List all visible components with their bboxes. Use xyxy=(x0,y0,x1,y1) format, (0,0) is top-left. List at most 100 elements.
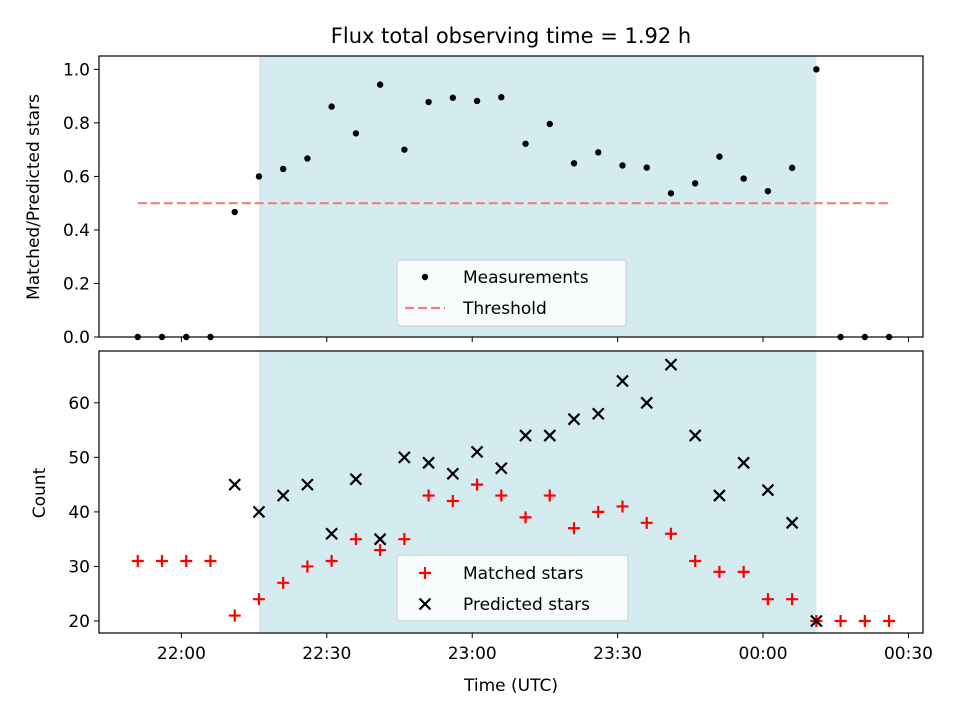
measurement-point xyxy=(570,160,578,167)
matched-star-point xyxy=(495,489,508,502)
predicted-star-point xyxy=(737,456,750,470)
matched-star-point xyxy=(858,615,871,627)
predicted-star-point xyxy=(810,614,823,628)
measurement-point xyxy=(788,164,796,172)
predicted-star-point xyxy=(543,429,557,442)
measurement-point xyxy=(376,81,384,88)
matched-star-point xyxy=(252,593,265,606)
measurement-point xyxy=(425,98,432,106)
matched-star-point xyxy=(204,555,217,567)
matched-star-point xyxy=(689,555,702,567)
y-tick-label: 0.2 xyxy=(63,274,90,294)
measurement-point xyxy=(231,208,238,216)
y-tick-label: 0.8 xyxy=(63,114,90,134)
measurement-point xyxy=(813,66,820,73)
predicted-star-point xyxy=(785,516,799,530)
y-tick-label: 1.0 xyxy=(63,60,90,80)
predicted-star-point xyxy=(591,407,605,421)
y-tick-label: 0.4 xyxy=(63,221,90,241)
matched-star-point xyxy=(228,609,241,622)
matched-star-point xyxy=(446,495,459,507)
legend-predicted-label: Predicted stars xyxy=(463,595,590,615)
predicted-star-point xyxy=(664,358,678,371)
matched-star-point xyxy=(131,555,144,567)
measurement-point xyxy=(401,146,408,153)
x-tick-label: 00:30 xyxy=(884,644,933,664)
measurement-point xyxy=(304,155,311,162)
matched-star-point xyxy=(471,478,484,491)
measurement-point xyxy=(643,164,650,171)
measurement-point xyxy=(352,130,360,137)
measurement-point xyxy=(255,173,263,180)
matched-star-point xyxy=(301,560,314,573)
legend-predicted-marker xyxy=(418,597,432,611)
y-tick-label: 30 xyxy=(68,557,90,577)
x-tick-label: 22:00 xyxy=(157,644,206,664)
predicted-star-point xyxy=(228,478,241,491)
predicted-star-point xyxy=(422,456,435,470)
measurement-point xyxy=(740,175,747,182)
predicted-star-point xyxy=(567,412,581,426)
bottom-panel: 20 30 40 50 60 22:00 22:30 23:00 23:30 00:00 00:30… xyxy=(68,350,933,664)
matched-star-point xyxy=(761,593,774,606)
y-tick-label: 0.6 xyxy=(63,167,90,187)
measurement-point xyxy=(522,140,529,147)
measurement-point xyxy=(716,153,723,160)
y-tick-label: 20 xyxy=(68,612,90,632)
matched-star-point xyxy=(398,533,411,546)
matched-star-point xyxy=(519,511,532,524)
top-axes-frame xyxy=(98,55,924,338)
predicted-star-point xyxy=(713,489,726,502)
x-tick-label: 23:30 xyxy=(593,644,642,664)
x-tick-label: 23:00 xyxy=(448,644,497,664)
bottom-legend: Matched stars Predicted stars xyxy=(396,554,629,622)
matched-star-point xyxy=(834,615,847,627)
top-legend: Measurements Threshold xyxy=(396,259,627,327)
measurement-point xyxy=(546,120,553,128)
matched-star-point xyxy=(592,505,605,518)
bottom-legend-box xyxy=(396,554,629,622)
measurement-point xyxy=(595,149,602,156)
matched-star-point xyxy=(786,593,799,606)
legend-matched-marker xyxy=(419,567,431,579)
legend-measurements-marker xyxy=(421,273,429,281)
measurement-point xyxy=(279,165,287,173)
predicted-star-point xyxy=(373,532,387,546)
x-axis-label: Time (UTC) xyxy=(463,676,558,696)
y-tick-label: 0.0 xyxy=(63,328,90,348)
matched-star-point xyxy=(422,489,435,502)
x-tick-label: 00:00 xyxy=(739,644,788,664)
x-tick-label: 22:30 xyxy=(302,644,351,664)
predicted-star-point xyxy=(398,451,411,464)
matched-star-point xyxy=(664,527,677,540)
matched-star-point xyxy=(180,555,193,567)
predicted-star-point xyxy=(616,374,629,388)
matched-star-point xyxy=(737,565,750,578)
top-y-axis-label: Matched/Predicted stars xyxy=(24,94,44,300)
matched-star-point xyxy=(277,576,290,589)
predicted-star-point xyxy=(301,478,314,491)
legend-threshold-label: Threshold xyxy=(462,299,547,319)
bottom-y-axis-label: Count xyxy=(30,467,50,518)
matched-star-point xyxy=(616,500,629,513)
legend-matched-label: Matched stars xyxy=(463,564,583,584)
predicted-star-point xyxy=(495,461,508,475)
predicted-star-point xyxy=(688,429,702,442)
top-panel: 0.0 0.2 0.4 0.6 0.8 1.0 Measurements Threshold xyxy=(63,55,924,348)
predicted-star-point xyxy=(349,472,363,486)
bottom-axes-frame xyxy=(98,350,924,634)
measurement-point xyxy=(498,94,505,101)
matched-star-point xyxy=(883,615,896,627)
measurement-point xyxy=(691,180,699,187)
measurement-point xyxy=(619,162,626,169)
matched-star-point xyxy=(349,533,362,546)
measurement-point xyxy=(764,187,772,195)
predicted-star-point xyxy=(276,489,290,502)
predicted-star-point xyxy=(470,445,484,459)
matched-star-point xyxy=(543,489,556,502)
matched-star-point xyxy=(374,544,387,557)
measurement-point xyxy=(328,103,335,110)
matched-star-point xyxy=(156,555,169,567)
measurement-point xyxy=(667,190,675,197)
